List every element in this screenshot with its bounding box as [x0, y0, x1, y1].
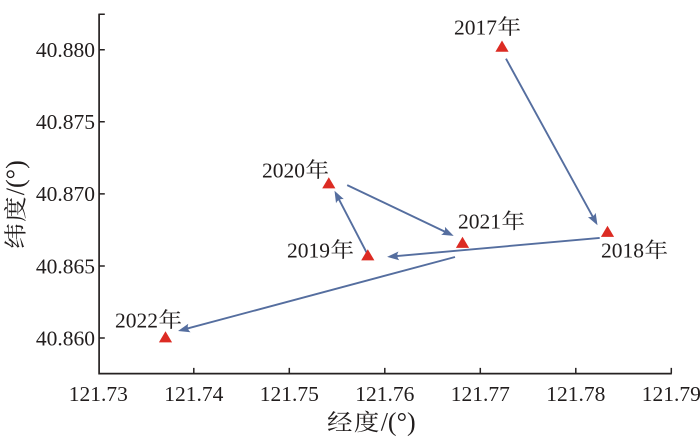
svg-text:121.74: 121.74 — [164, 382, 223, 406]
svg-text:40.880: 40.880 — [36, 38, 95, 62]
svg-text:2022: 2022 — [115, 308, 158, 332]
svg-text:40.870: 40.870 — [36, 182, 95, 206]
svg-text:121.78: 121.78 — [546, 382, 605, 406]
svg-text:2018: 2018 — [601, 239, 644, 263]
svg-text:40.865: 40.865 — [36, 254, 95, 278]
svg-text:/(°): /(°) — [381, 408, 416, 437]
svg-text:2019: 2019 — [287, 238, 330, 262]
svg-text:121.79: 121.79 — [642, 382, 700, 406]
svg-text:2017: 2017 — [454, 15, 497, 39]
svg-text:121.73: 121.73 — [69, 382, 128, 406]
svg-text:40.860: 40.860 — [36, 326, 95, 350]
svg-text:2020: 2020 — [262, 158, 305, 182]
svg-text:121.75: 121.75 — [260, 382, 319, 406]
svg-text:/(°): /(°) — [1, 160, 30, 195]
svg-text:121.76: 121.76 — [355, 382, 414, 406]
svg-text:2021: 2021 — [458, 210, 501, 234]
svg-text:40.875: 40.875 — [36, 110, 95, 134]
svg-text:121.77: 121.77 — [451, 382, 510, 406]
